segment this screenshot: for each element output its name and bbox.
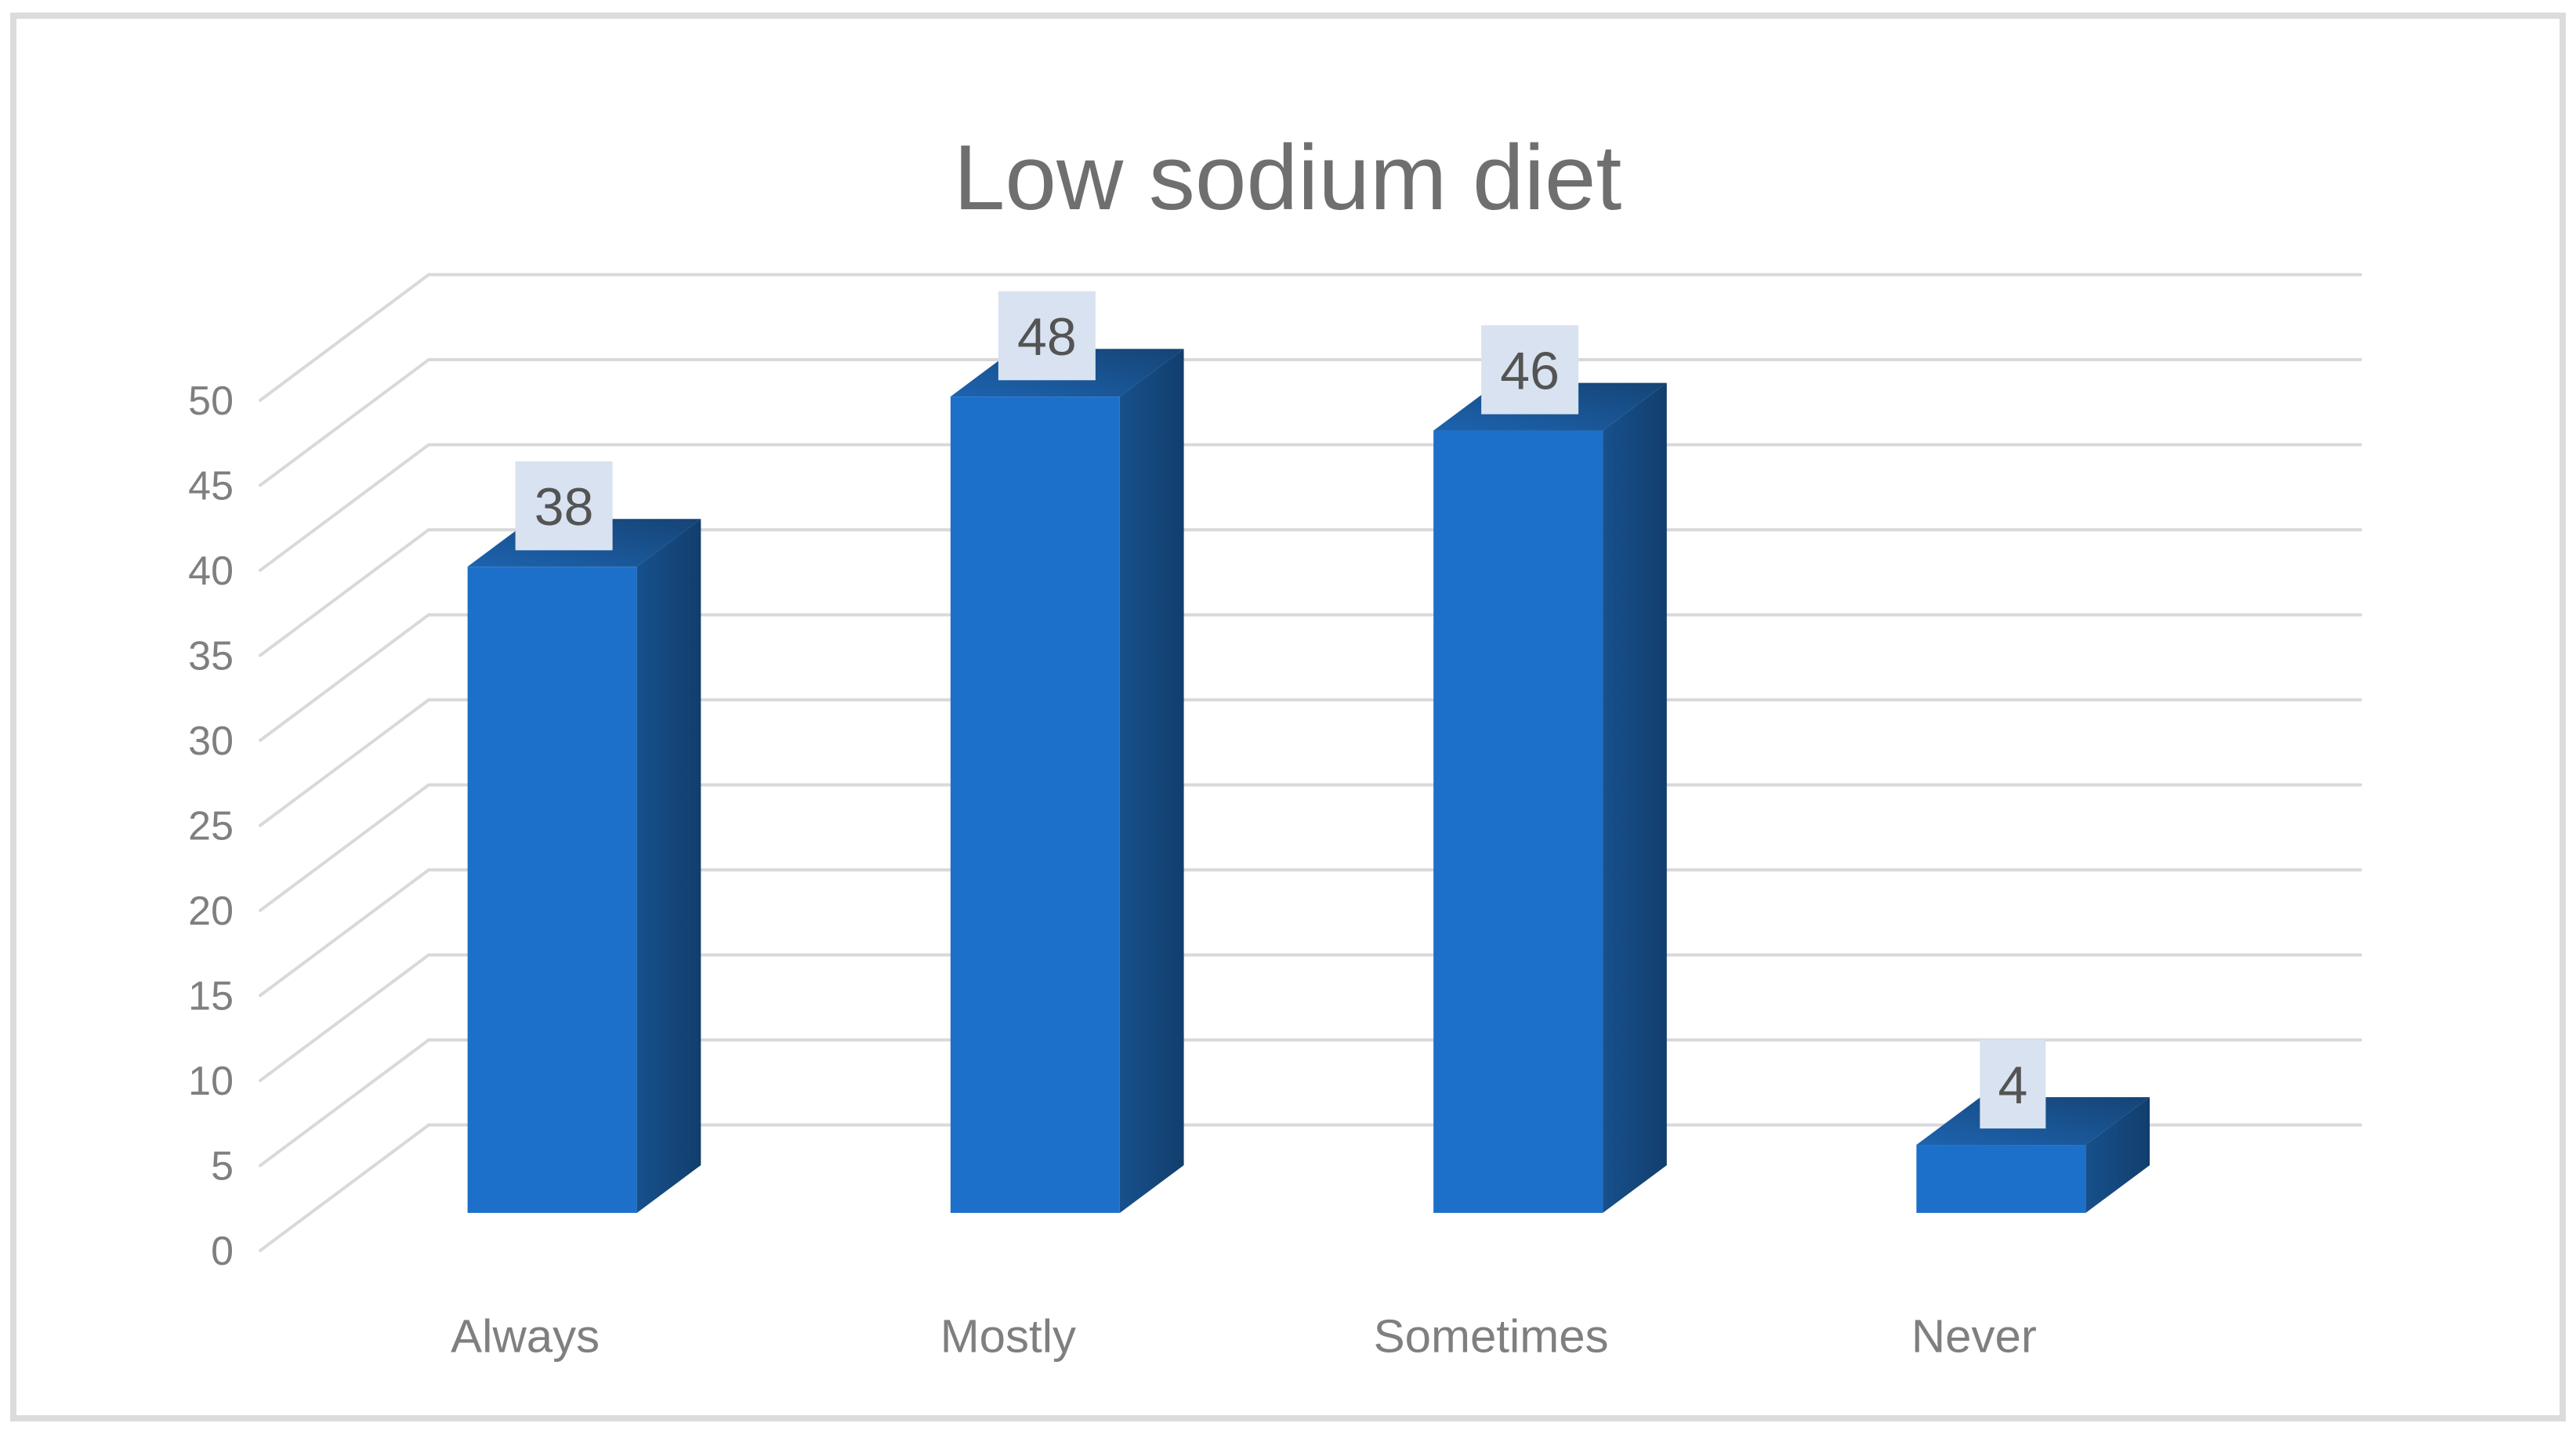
depth-gridline	[259, 273, 430, 402]
depth-gridline	[259, 1038, 430, 1168]
y-axis-tick-label: 15	[188, 973, 234, 1019]
depth-gridline	[259, 868, 430, 998]
category-label: Always	[451, 1309, 600, 1362]
category-label: Never	[1911, 1309, 2037, 1362]
y-axis-tick-label: 50	[188, 378, 234, 423]
chart-frame: 38 48 46 4 0 5 10 15 20 25 30 35 40 45 50 Always Mostly S…	[10, 13, 2566, 1421]
bar-mostly	[950, 349, 1184, 1213]
bar-front-face	[1433, 430, 1603, 1213]
bar-side-face	[1119, 349, 1184, 1213]
data-label: 38	[515, 461, 613, 551]
bar-side-face	[1603, 382, 1667, 1213]
y-axis-tick-label: 10	[188, 1058, 234, 1103]
data-label-box	[1481, 325, 1579, 415]
data-labels-group: 38 48 46 4	[515, 291, 2046, 1129]
chart-title: Low sodium diet	[954, 125, 1622, 229]
depth-gridline	[259, 783, 430, 912]
y-axis-tick-label: 45	[188, 463, 234, 509]
data-label: 48	[998, 291, 1096, 381]
data-label-value: 48	[1017, 308, 1077, 367]
data-label: 4	[1980, 1039, 2046, 1129]
bar-always	[467, 519, 701, 1213]
bar-sometimes	[1433, 382, 1667, 1213]
depth-gridline	[259, 698, 430, 827]
data-label-value: 4	[1998, 1056, 2027, 1115]
bar-side-face	[636, 519, 701, 1213]
y-axis-tick-label: 20	[188, 888, 234, 933]
data-label: 46	[1481, 325, 1579, 415]
y-axis-tick-label: 30	[188, 718, 234, 763]
depth-gridline	[259, 953, 430, 1082]
depth-gridline	[259, 358, 430, 487]
y-axis-group: 0 5 10 15 20 25 30 35 40 45 50	[188, 378, 234, 1273]
y-axis-tick-label: 0	[211, 1228, 234, 1273]
depth-gridline	[259, 443, 430, 572]
bar-side-face	[2085, 1097, 2150, 1213]
x-axis-group: Always Mostly Sometimes Never	[451, 1309, 2037, 1362]
bar-front-face	[1916, 1145, 2086, 1213]
depth-gridline	[259, 1123, 430, 1252]
data-label-box	[1980, 1039, 2046, 1129]
category-label: Mostly	[940, 1309, 1076, 1362]
category-label: Sometimes	[1374, 1309, 1609, 1362]
y-axis-tick-label: 40	[188, 548, 234, 593]
y-axis-tick-label: 25	[188, 803, 234, 849]
bar-front-face	[950, 397, 1120, 1213]
data-label-value: 46	[1500, 342, 1560, 400]
bar-front-face	[467, 567, 637, 1213]
y-axis-tick-label: 5	[211, 1143, 234, 1189]
data-label-box	[515, 461, 613, 551]
y-axis-tick-label: 35	[188, 633, 234, 679]
data-label-value: 38	[534, 478, 594, 537]
bars-group	[467, 349, 2150, 1213]
depth-gridline	[259, 528, 430, 657]
gridlines-group	[259, 273, 2362, 1252]
data-label-box	[998, 291, 1096, 381]
depth-gridline	[259, 613, 430, 742]
